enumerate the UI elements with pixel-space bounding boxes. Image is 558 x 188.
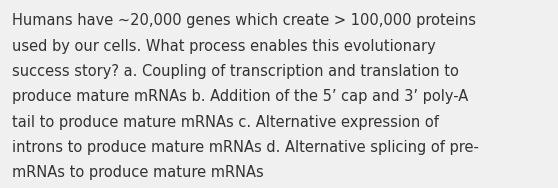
Text: Humans have ~20,000 genes which create > 100,000 proteins: Humans have ~20,000 genes which create >… — [12, 13, 477, 28]
Text: success story? a. Coupling of transcription and translation to: success story? a. Coupling of transcript… — [12, 64, 459, 79]
Text: produce mature mRNAs b. Addition of the 5’ cap and 3’ poly-A: produce mature mRNAs b. Addition of the … — [12, 89, 469, 104]
Text: used by our cells. What process enables this evolutionary: used by our cells. What process enables … — [12, 39, 436, 54]
Text: mRNAs to produce mature mRNAs: mRNAs to produce mature mRNAs — [12, 165, 264, 180]
Text: tail to produce mature mRNAs c. Alternative expression of: tail to produce mature mRNAs c. Alternat… — [12, 115, 439, 130]
Text: introns to produce mature mRNAs d. Alternative splicing of pre-: introns to produce mature mRNAs d. Alter… — [12, 140, 479, 155]
